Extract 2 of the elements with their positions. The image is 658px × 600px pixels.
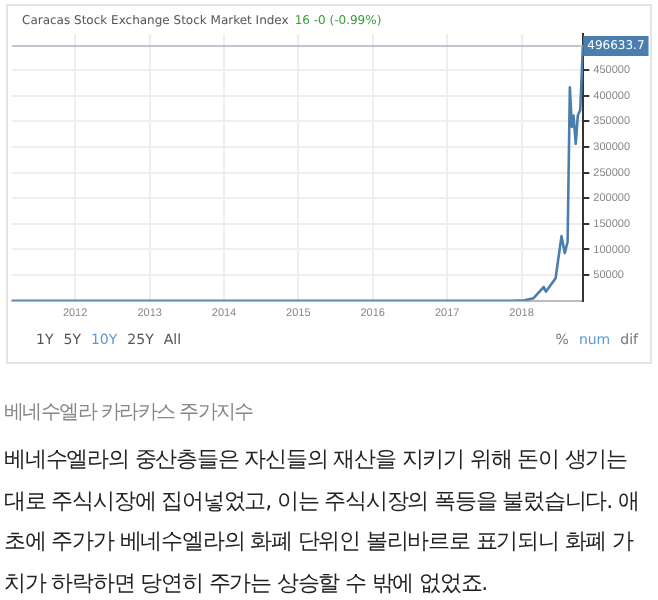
text: 베네수엘라의 중산층들은 자신들의 재산을 지키기 위해 돈이 생기는대로 주식시장에 집어넣었고, 이는 주식시장의 폭등을 불렀습니다. 애초에 주가가 베네수엘라의 화폐 단위인 볼리바르로 표기되니 화폐 가치가 하락하면 당연히 주가는 상승할 수 밖에 없었죠.	[4, 444, 641, 599]
text: 베네수엘라 카라카스 주가지수	[4, 400, 253, 426]
